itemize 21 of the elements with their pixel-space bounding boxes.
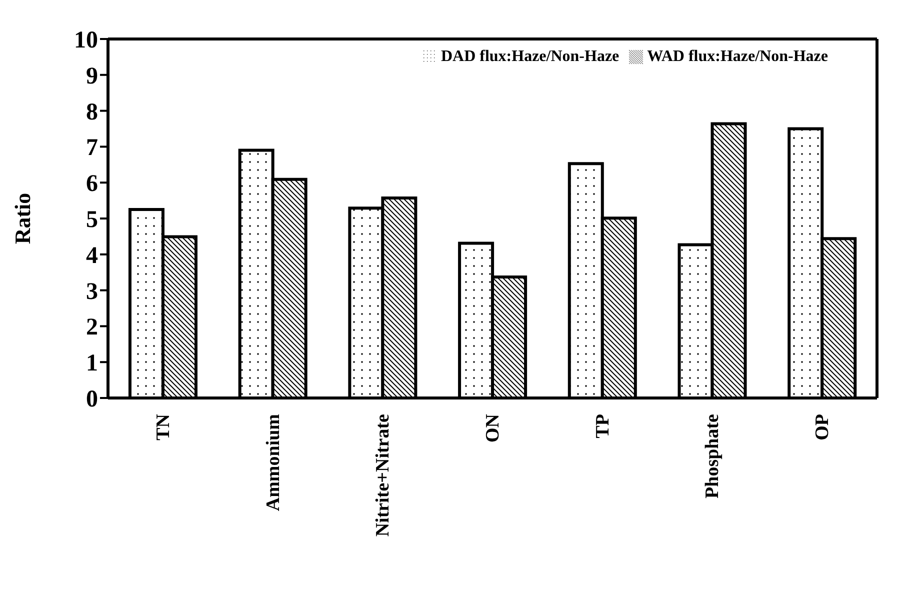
y-axis-title: Ratio xyxy=(10,192,35,244)
y-tick-label: 10 xyxy=(74,28,98,54)
x-tick-label: Phosphate xyxy=(702,414,724,498)
y-tick-label: 1 xyxy=(86,350,98,377)
x-tick-label: OP xyxy=(812,414,834,440)
x-tick-label: TN xyxy=(152,414,174,440)
y-tick-label: 6 xyxy=(86,171,98,198)
y-tick-label: 8 xyxy=(86,99,98,126)
y-tick-label: 7 xyxy=(86,135,98,162)
x-tick-label: Nitrite+Nitrate xyxy=(372,414,394,537)
y-tick-label: 3 xyxy=(86,278,98,305)
y-tick-label: 4 xyxy=(86,242,98,269)
legend-label: WAD flux:Haze/Non-Haze xyxy=(647,48,828,65)
y-tick-label: 0 xyxy=(86,386,98,413)
x-tick-label: Ammonium xyxy=(262,414,284,512)
x-tick-label: TP xyxy=(592,414,614,438)
y-tick-label: 5 xyxy=(86,207,98,234)
x-tick-label: ON xyxy=(482,414,504,442)
y-tick-label: 2 xyxy=(86,314,98,341)
legend-label: DAD flux:Haze/Non-Haze xyxy=(440,48,620,65)
y-tick-label: 9 xyxy=(86,63,98,90)
